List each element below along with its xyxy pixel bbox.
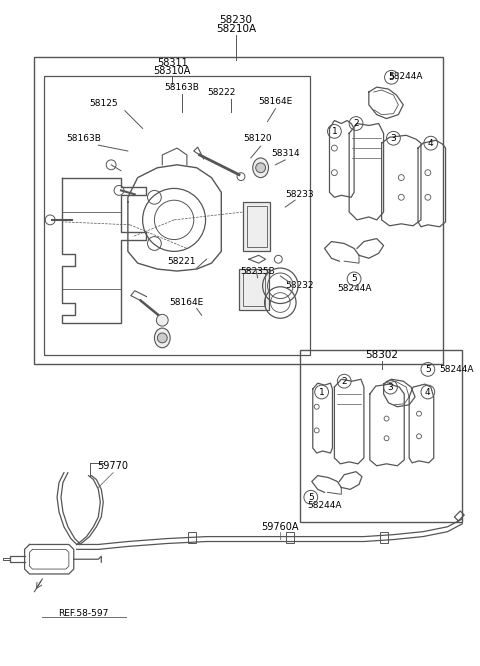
Text: 3: 3 [391,134,396,143]
Text: 58311: 58311 [157,57,188,67]
Text: 58232: 58232 [286,281,314,290]
Text: 1: 1 [319,388,324,396]
Text: 58244A: 58244A [307,501,342,509]
Text: 5: 5 [308,493,314,501]
Circle shape [156,314,168,326]
Bar [247,206,266,248]
Text: 58244A: 58244A [337,284,372,293]
Text: 2: 2 [341,377,347,386]
Text: 1: 1 [332,127,337,136]
Text: REF.58-597: REF.58-597 [59,609,109,618]
Ellipse shape [155,328,170,348]
Text: 58164E: 58164E [258,97,292,107]
Text: 58164E: 58164E [170,298,204,307]
Text: 58314: 58314 [271,149,300,157]
Text: 58125: 58125 [89,99,118,109]
Text: 58244A: 58244A [440,365,474,374]
Circle shape [256,163,265,172]
Bar [243,202,270,251]
Bar [239,269,268,310]
Text: 2: 2 [353,119,359,128]
Text: 5: 5 [425,365,431,374]
Text: 58163B: 58163B [66,134,101,143]
Circle shape [157,333,167,343]
Bar [35,57,443,364]
Text: 58222: 58222 [207,87,236,97]
Text: 58230: 58230 [219,15,252,25]
Bar [300,350,462,522]
Bar [380,531,387,543]
Text: 5: 5 [351,274,357,284]
Text: 4: 4 [428,139,433,148]
Bar [243,273,264,306]
Text: 58235B: 58235B [240,266,275,276]
Text: 5: 5 [389,73,395,82]
Text: 3: 3 [387,382,393,392]
Bar [44,77,310,354]
Text: 58221: 58221 [168,256,196,266]
Text: 58244A: 58244A [388,72,423,81]
Text: 58163B: 58163B [165,83,199,92]
Text: 58210A: 58210A [216,24,256,34]
Text: 58233: 58233 [286,190,314,199]
Bar [286,531,294,543]
Bar [188,531,196,543]
Text: 58120: 58120 [243,134,272,143]
Text: 4: 4 [425,388,431,396]
Text: 59770: 59770 [97,461,129,471]
Ellipse shape [253,158,268,178]
Text: 59760A: 59760A [262,521,299,531]
Text: 58310A: 58310A [154,67,191,77]
Text: 58302: 58302 [365,350,398,360]
